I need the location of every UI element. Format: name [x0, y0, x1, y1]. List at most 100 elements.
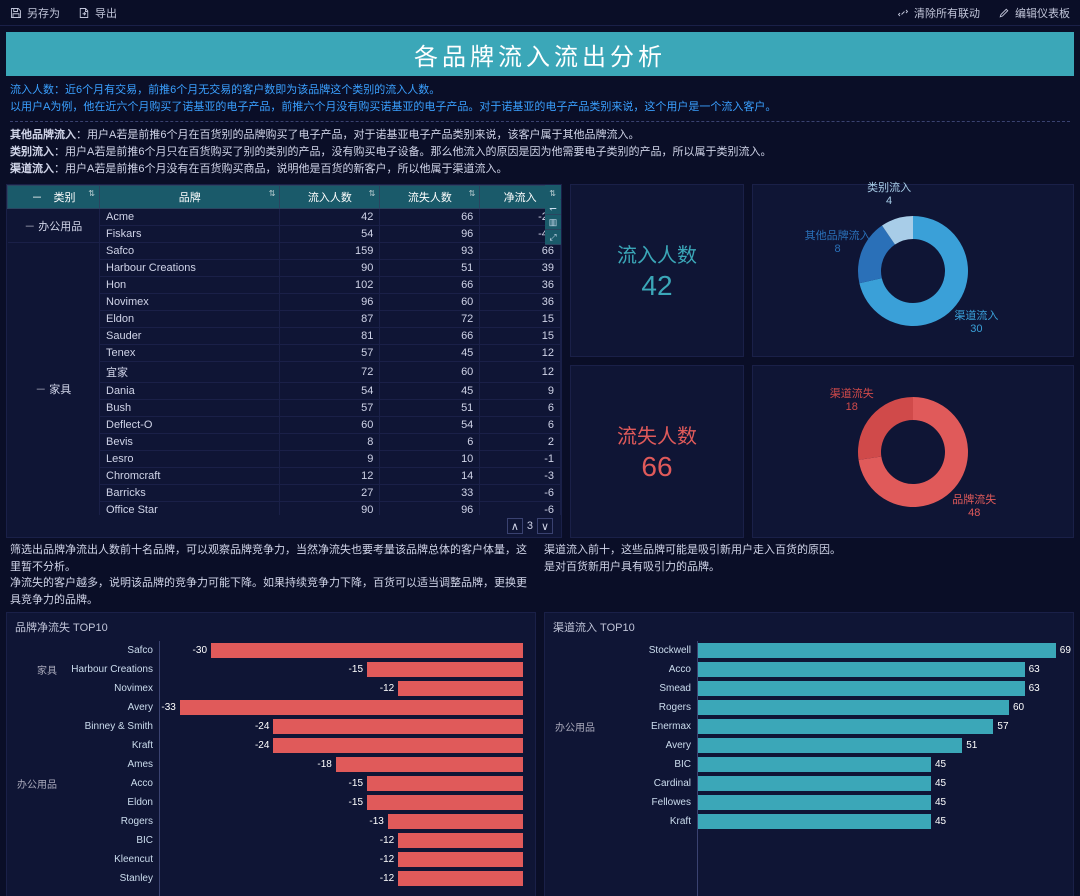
bar-row: Kleencut-12	[7, 850, 523, 869]
bar[interactable]	[398, 852, 523, 867]
bar-row: Stockwell69	[545, 641, 1061, 660]
bar-value: 57	[993, 719, 1008, 734]
bar-row: Eldon-15	[7, 793, 523, 812]
note-left-l1: 筛选出品牌净流出人数前十名品牌，可以观察品牌竞争力，当然净流失也要考量该品牌总体…	[10, 542, 536, 575]
value-cell: 54	[380, 417, 480, 434]
bar[interactable]	[398, 681, 523, 696]
bar[interactable]	[367, 662, 523, 677]
bar-value: -30	[193, 643, 211, 658]
sort-icon[interactable]: ⇅	[88, 189, 95, 198]
value-cell: 60	[380, 294, 480, 311]
table-header[interactable]: 品牌⇅	[100, 186, 280, 209]
desc-l2: 以用户A为例，他在近六个月购买了诺基亚的电子产品，前推六个月没有购买诺基亚的电子…	[10, 99, 1070, 116]
value-cell: 6	[480, 400, 561, 417]
bar[interactable]	[211, 643, 523, 658]
bar[interactable]	[388, 814, 523, 829]
bar[interactable]	[697, 776, 931, 791]
note-right: 渠道流入前十，这些品牌可能是吸引新用户走入百货的原因。 是对百货新用户具有吸引力…	[544, 542, 1070, 608]
note-right-l1: 渠道流入前十，这些品牌可能是吸引新用户走入百货的原因。	[544, 542, 1070, 559]
bar[interactable]	[697, 662, 1025, 677]
brand-cell: Novimex	[100, 294, 280, 311]
value-cell: 57	[280, 345, 380, 362]
page-prev-button[interactable]: ∧	[507, 518, 523, 534]
value-cell: 66	[380, 277, 480, 294]
bar[interactable]	[367, 795, 523, 810]
table-header[interactable]: 流入人数⇅	[280, 186, 380, 209]
bar[interactable]	[697, 738, 962, 753]
brand-cell: Fiskars	[100, 226, 280, 243]
value-cell: 39	[480, 260, 561, 277]
bar-label: Avery	[601, 740, 697, 751]
page-next-button[interactable]: ∨	[537, 518, 553, 534]
value-cell: 45	[380, 383, 480, 400]
chart-right-panel: 渠道流入 TOP10 Stockwell69Acco63Smead63Roger…	[544, 612, 1074, 896]
bar[interactable]	[336, 757, 523, 772]
table-row[interactable]: －家具Safco1599366	[8, 243, 561, 260]
bar[interactable]	[697, 719, 993, 734]
bar-value: 45	[931, 814, 946, 829]
category-cell[interactable]: －办公用品	[8, 209, 100, 243]
collapse-icon[interactable]: －	[35, 381, 45, 397]
bar[interactable]	[398, 871, 523, 886]
collapse-icon[interactable]: －	[24, 218, 34, 234]
bar-row: Novimex -12	[7, 679, 523, 698]
bar[interactable]	[367, 776, 523, 791]
clear-links-button[interactable]: 清除所有联动	[897, 5, 980, 21]
export-button[interactable]: 导出	[78, 5, 117, 21]
bar[interactable]	[697, 643, 1056, 658]
value-cell: 15	[480, 311, 561, 328]
sort-icon[interactable]: ⇅	[369, 189, 376, 198]
bar-label: Fellowes	[601, 797, 697, 808]
bar-row: Binney & Smith -24	[7, 717, 523, 736]
bar-row: Rogers60	[545, 698, 1061, 717]
top-grid: ✎ ⇄ ▥ ⤢ － 类别⇅品牌⇅流入人数⇅流失人数⇅净流入⇅ －办公用品Acme…	[0, 178, 1080, 538]
bar-row: Kraft-24	[7, 736, 523, 755]
bar-row: Safco-30	[7, 641, 523, 660]
edit-dashboard-button[interactable]: 编辑仪表板	[998, 5, 1070, 21]
bar[interactable]	[697, 681, 1025, 696]
bar[interactable]	[697, 757, 931, 772]
bar-row: BIC-12	[7, 831, 523, 850]
value-cell: 72	[380, 311, 480, 328]
category-cell[interactable]: －家具	[8, 243, 100, 516]
save-as-button[interactable]: 另存为	[10, 5, 60, 21]
desc-l4b: ：用户A若是前推6个月只在百货购买了别的类别的产品，没有购买电子设备。那么他流入…	[54, 146, 771, 158]
bar-label: Rogers	[601, 702, 697, 713]
clear-links-label: 清除所有联动	[914, 5, 980, 21]
bar[interactable]	[697, 814, 931, 829]
bar-value: 45	[931, 776, 946, 791]
bar-label: Novimex	[63, 683, 159, 694]
bar-value: -12	[380, 681, 398, 696]
donut-slice[interactable]	[858, 397, 913, 460]
table-header[interactable]: 净流入⇅	[480, 186, 561, 209]
bar-label: Eldon	[63, 797, 159, 808]
sort-icon[interactable]: ⇅	[549, 189, 556, 198]
desc-l3a: 其他品牌流入	[10, 129, 76, 141]
tool-column-icon[interactable]: ▥	[545, 215, 561, 230]
sort-icon[interactable]: ⇅	[269, 189, 276, 198]
chart-left: Safco-30家具Harbour Creations-15Novimex-12…	[7, 637, 535, 896]
value-cell: 102	[280, 277, 380, 294]
bar-category: 办公用品	[7, 776, 63, 791]
tool-expand-icon[interactable]: ⤢	[545, 230, 561, 245]
bar[interactable]	[273, 738, 523, 753]
brand-cell: 宜家	[100, 362, 280, 383]
bar[interactable]	[180, 700, 523, 715]
bar-value: -24	[255, 719, 273, 734]
desc-l5a: 渠道流入	[10, 163, 54, 175]
value-cell: 10	[380, 451, 480, 468]
table-header[interactable]: － 类别⇅	[8, 186, 100, 209]
bar[interactable]	[697, 700, 1009, 715]
bar-category: 家具	[7, 662, 63, 677]
bar[interactable]	[398, 833, 523, 848]
bar[interactable]	[273, 719, 523, 734]
data-table: － 类别⇅品牌⇅流入人数⇅流失人数⇅净流入⇅ －办公用品Acme4266-24F…	[7, 185, 561, 515]
table-row[interactable]: －办公用品Acme4266-24	[8, 209, 561, 226]
brand-cell: Barricks	[100, 485, 280, 502]
sort-icon[interactable]: ⇅	[469, 189, 476, 198]
brand-cell: Acme	[100, 209, 280, 226]
bar[interactable]	[697, 795, 931, 810]
value-cell: 90	[280, 502, 380, 516]
bar-label: Binney & Smith	[63, 721, 159, 732]
table-header[interactable]: 流失人数⇅	[380, 186, 480, 209]
